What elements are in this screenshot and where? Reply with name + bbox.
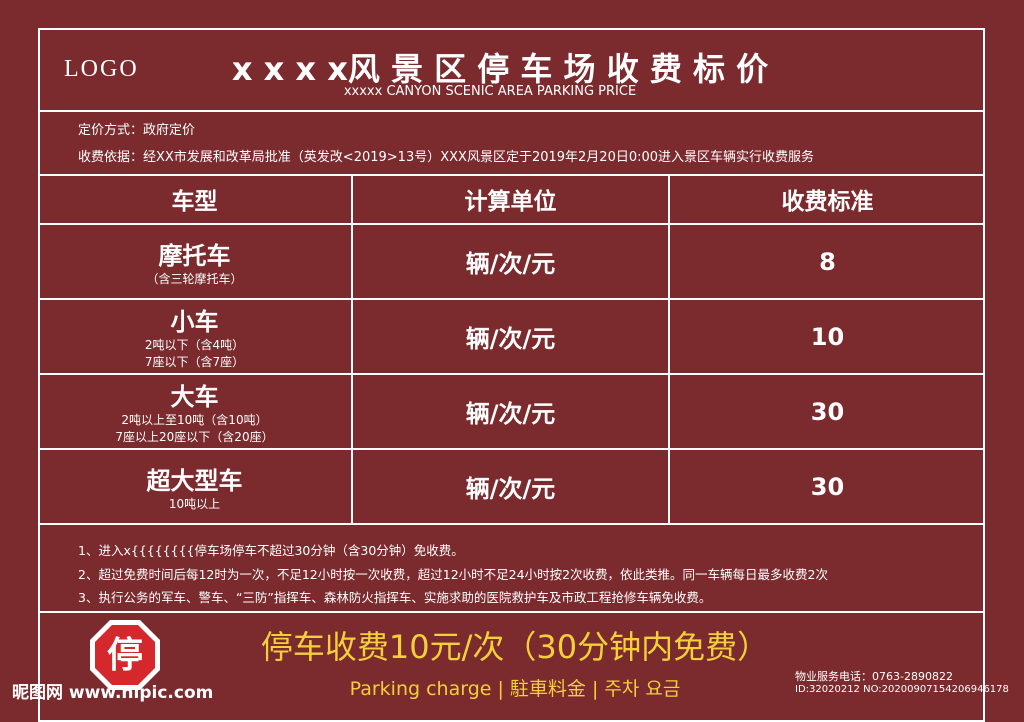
footer-main: 停车收费10元/次（30分钟内免费）: [260, 628, 770, 666]
vehicle-note: （含三轮摩托车）: [146, 271, 243, 286]
unit: 辆/次/元: [465, 250, 556, 278]
unit: 辆/次/元: [465, 475, 556, 503]
subtitle: xxxxx CANYON SCENIC AREA PARKING PRICE: [343, 84, 637, 99]
price-cell: 8: [670, 225, 985, 300]
vehicle-name: 大车: [170, 383, 219, 411]
price: 30: [810, 472, 845, 501]
vehicle-cell: 小车 2吨以下（含4吨） 7座以下（含7座）: [38, 300, 353, 375]
price-cell: 30: [670, 450, 985, 525]
price-table: 车型 计算单位 收费标准 摩托车 （含三轮摩托车） 辆/次/元 8 小车 2吨以下（含4吨…: [38, 175, 985, 525]
vehicle-note: 2吨以上至10吨（含10吨）: [121, 413, 268, 427]
column-header: 计算单位: [353, 175, 670, 225]
vehicle-name: 摩托车: [158, 241, 231, 270]
vehicle-cell: 超大型车 10吨以上: [38, 450, 353, 525]
column-header: 收费标准: [670, 175, 985, 225]
vehicle-note: 7座以下（含7座）: [144, 355, 245, 369]
logo: LOGO: [64, 56, 139, 82]
title: x x x x风 景 区 停 车 场 收 费 标 价: [231, 50, 769, 88]
unit: 辆/次/元: [465, 400, 556, 428]
note: 2、超过免费时间后每12时为一次，不足12小时按一次收费，超过12小时不足24小…: [78, 567, 828, 582]
watermark: 昵图网 www.nipic.com: [12, 683, 214, 703]
vehicle-cell: 大车 2吨以上至10吨（含10吨） 7座以上20座以下（含20座）: [38, 375, 353, 450]
note: 3、执行公务的军车、警车、“三防”指挥车、森林防火指挥车、实施求助的医院救护车及…: [78, 590, 712, 605]
vehicle-cell: 摩托车 （含三轮摩托车）: [38, 225, 353, 300]
divider: [38, 174, 985, 176]
vehicle-note: 2吨以下（含4吨）: [144, 338, 245, 352]
unit: 辆/次/元: [465, 325, 556, 353]
vehicle-note: 7座以上20座以下（含20座）: [115, 430, 274, 444]
column-header: 车型: [38, 175, 353, 225]
unit-cell: 辆/次/元: [353, 375, 670, 450]
price-cell: 10: [670, 300, 985, 375]
unit-cell: 辆/次/元: [353, 300, 670, 375]
price: 30: [810, 397, 845, 426]
icon-fill: [95, 625, 155, 685]
vehicle-note: 10吨以上: [168, 496, 221, 511]
parking-icon: 停: [90, 620, 160, 690]
vehicle-name: 超大型车: [146, 466, 243, 495]
unit-cell: 辆/次/元: [353, 450, 670, 525]
footer-sub: Parking charge | 駐車料金 | 주차 요금: [349, 678, 681, 700]
phone: 物业服务电话：0763-2890822: [795, 670, 953, 683]
icon-label: 停: [107, 635, 143, 676]
divider: [38, 611, 985, 613]
info-line: 定价方式：政府定价: [78, 123, 196, 138]
divider: [38, 110, 985, 112]
watermark-id: ID:32020212 NO:20200907154206946178: [795, 684, 1009, 695]
unit-cell: 辆/次/元: [353, 225, 670, 300]
vehicle-name: 小车: [170, 308, 219, 336]
note: 1、进入x{{{{{{{{停车场停车不超过30分钟（含30分钟）免收费。: [78, 543, 464, 558]
info-line: 收费依据：经XX市发展和改革局批准（英发改<2019>13号）XXX风景区定于2…: [78, 150, 815, 165]
price-cell: 30: [670, 375, 985, 450]
price: 8: [819, 247, 836, 276]
price: 10: [810, 322, 845, 351]
